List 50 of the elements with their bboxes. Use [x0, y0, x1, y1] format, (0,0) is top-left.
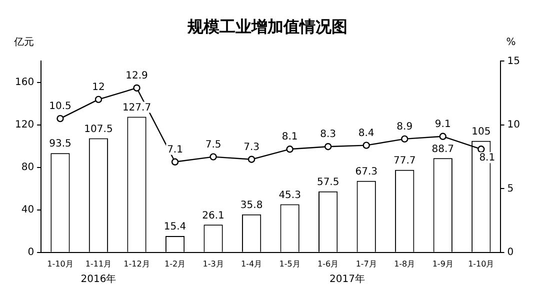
data-label: 8.9 — [396, 122, 413, 133]
x-tick-label: 1-7月 — [356, 259, 377, 268]
x-tick-label: 1-6月 — [318, 259, 339, 268]
y-axis-title: 亿元 — [13, 36, 34, 48]
y2-axis-title: % — [506, 36, 516, 48]
x-tick-label: 1-8月 — [394, 259, 416, 268]
data-label: 127.7 — [122, 102, 152, 114]
data-label: 8.4 — [358, 128, 374, 139]
data-label: 67.3 — [355, 166, 378, 178]
y-tick-label: 80 — [21, 162, 34, 174]
data-label: 26.1 — [202, 210, 224, 222]
x-tick-label: 1-3月 — [202, 259, 224, 268]
y2-tick-label: 10 — [507, 120, 520, 131]
data-label: 7.1 — [167, 144, 183, 156]
data-label: 10.5 — [49, 101, 72, 112]
data-label: 15.4 — [164, 222, 186, 233]
data-label: 35.8 — [240, 200, 263, 211]
data-label: 8.1 — [282, 132, 298, 143]
x-tick-label: 1-5月 — [279, 259, 300, 268]
data-label: 9.1 — [434, 119, 451, 130]
y-tick-label: 160 — [14, 77, 34, 88]
y2-tick-label: 0 — [507, 246, 514, 258]
x-tick-label: 1-10月 — [47, 259, 74, 268]
data-label: 105 — [472, 126, 491, 138]
x-tick-label: 1-4月 — [241, 259, 262, 268]
x-tick-label: 1-2月 — [164, 259, 186, 268]
data-label: 12.9 — [126, 70, 148, 82]
text: 2017年 — [329, 272, 365, 285]
data-label: 107.5 — [84, 124, 113, 135]
data-label: 8.1 — [479, 152, 496, 164]
data-label: 93.5 — [49, 138, 72, 150]
y2-tick-label: 15 — [507, 56, 520, 67]
data-label: 7.3 — [244, 142, 260, 153]
data-label: 8.3 — [320, 129, 336, 140]
y2-tick-label: 5 — [507, 183, 514, 194]
chart-title: 规模工业增加值情况图 — [186, 16, 348, 36]
data-label: 88.7 — [432, 144, 454, 155]
x-tick-label: 1-9月 — [432, 259, 454, 268]
text: 2016年 — [80, 272, 116, 285]
data-label: 77.7 — [393, 155, 416, 166]
data-label: 12 — [92, 82, 105, 94]
x-tick-label: 1-12月 — [124, 259, 150, 268]
x-tick-label: 1-10月 — [468, 259, 494, 268]
data-label: 57.5 — [316, 176, 340, 188]
y-tick-label: 40 — [21, 204, 34, 216]
data-label: 45.3 — [278, 190, 301, 201]
y-tick-label: 0 — [28, 246, 34, 258]
x-tick-label: 1-11月 — [85, 259, 112, 268]
y-tick-label: 120 — [14, 120, 34, 131]
data-label: 7.5 — [205, 139, 222, 150]
